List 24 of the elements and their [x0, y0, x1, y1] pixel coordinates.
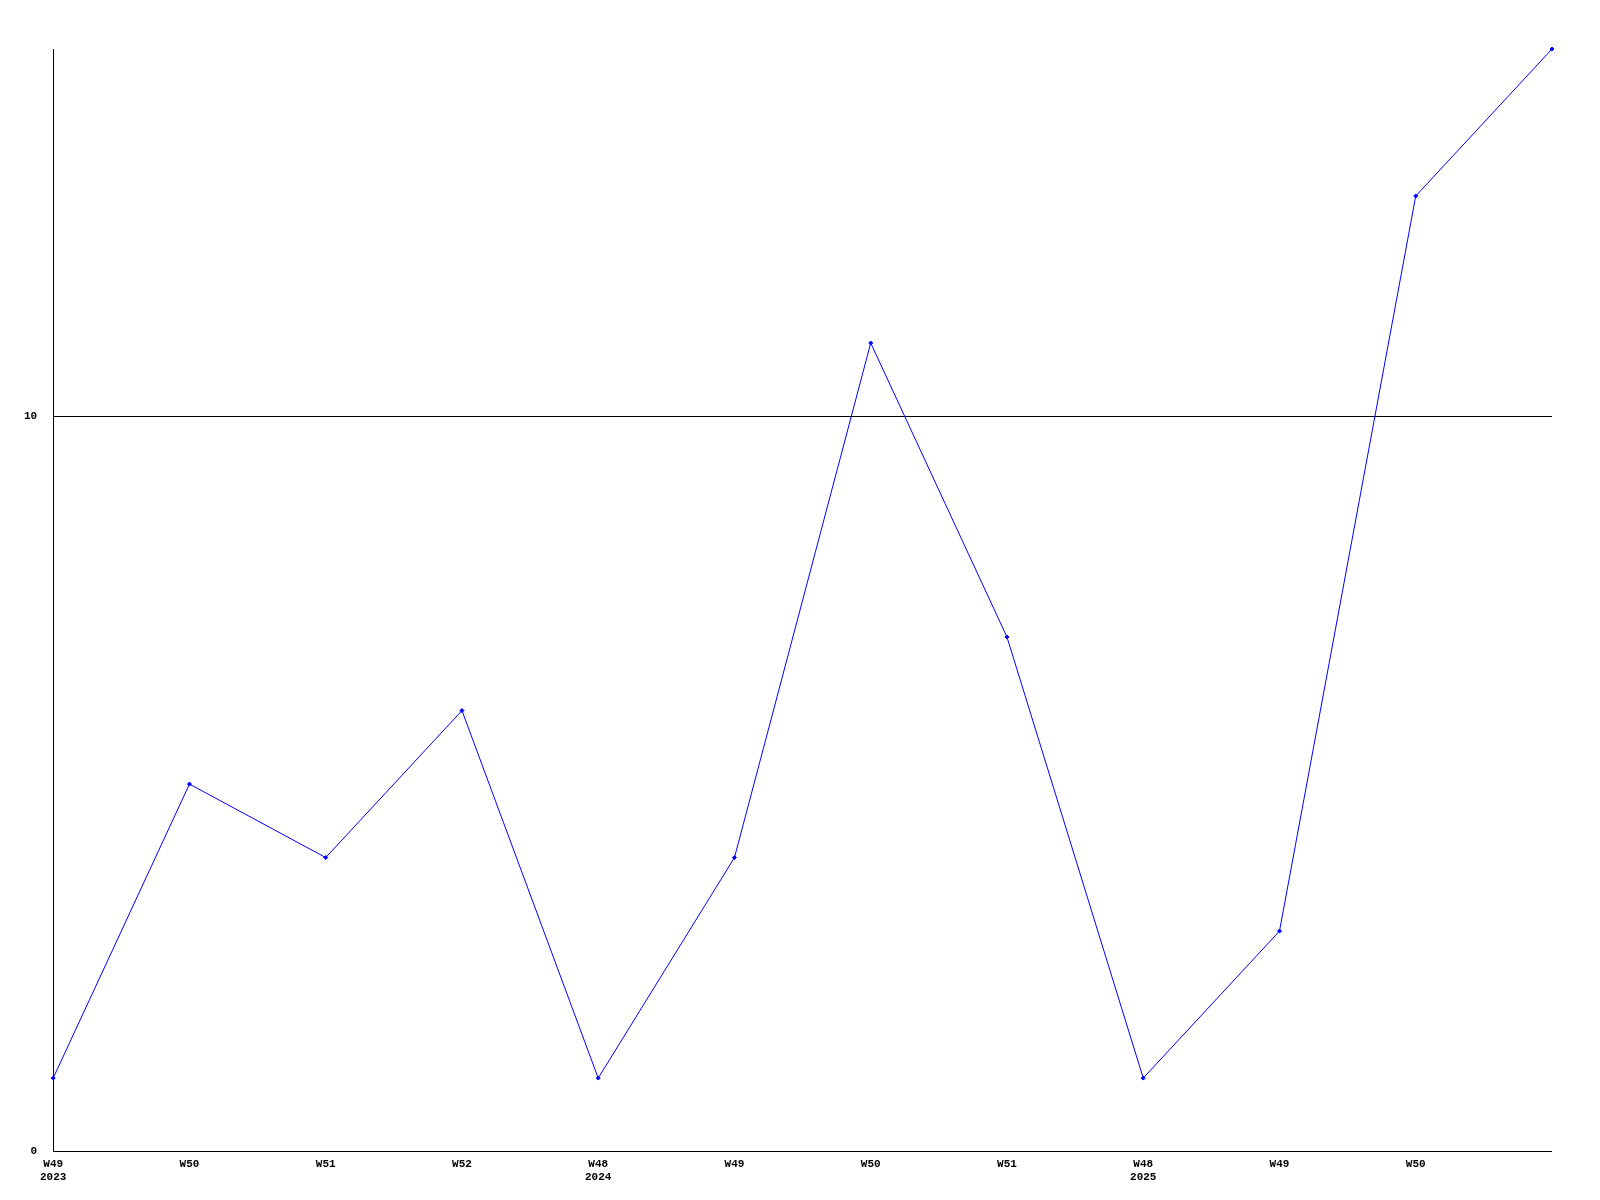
x-tick-label: W52 — [452, 1157, 472, 1170]
x-tick-label: W49 — [724, 1157, 745, 1170]
x-tick-label: W49 — [1269, 1157, 1290, 1170]
x-tick-label: W50 — [179, 1157, 200, 1170]
x-tick-label: W48 2025 — [1130, 1157, 1157, 1184]
x-tick-label: W48 2024 — [585, 1157, 612, 1184]
point — [323, 855, 329, 861]
point — [1140, 1075, 1146, 1081]
point — [868, 340, 874, 346]
y-tick-label: 0 — [30, 1145, 38, 1158]
point — [50, 1075, 56, 1081]
point — [595, 1075, 601, 1081]
x-tick-label: W49 2023 — [40, 1157, 67, 1184]
x-tick-label: W51 — [997, 1157, 1018, 1170]
point — [459, 708, 465, 714]
point — [1413, 193, 1419, 199]
point — [1004, 634, 1010, 640]
y-tick-label: 10 — [24, 410, 38, 423]
x-tick-label: W50 — [860, 1157, 881, 1170]
point — [731, 855, 737, 861]
point — [186, 781, 192, 787]
x-tick-label: W50 — [1405, 1157, 1426, 1170]
x-tick-label: W51 — [315, 1157, 337, 1170]
point — [1276, 928, 1282, 934]
